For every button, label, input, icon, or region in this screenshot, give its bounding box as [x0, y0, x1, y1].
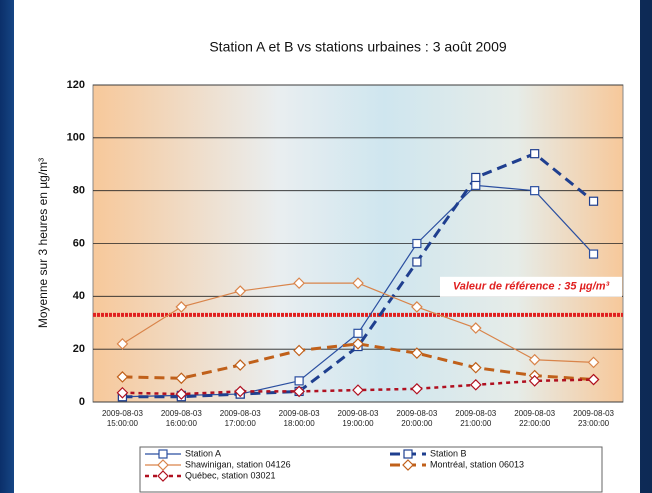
x-tick-label: 2009-08-03 16:00:00 [153, 409, 209, 429]
point [531, 187, 539, 195]
chart-title: Station A et B vs stations urbaines : 3 … [209, 39, 507, 55]
x-tick-label: 2009-08-03 15:00:00 [94, 409, 150, 429]
legend-label: Shawinigan, station 04126 [185, 459, 291, 469]
y-tick-label: 120 [67, 79, 85, 91]
point [531, 150, 539, 158]
point [472, 181, 480, 189]
point [413, 240, 421, 248]
point [159, 450, 167, 458]
legend-label: Station B [430, 448, 467, 458]
point [472, 173, 480, 181]
point [404, 450, 412, 458]
y-tick-label: 60 [73, 237, 85, 249]
x-tick-label: 2009-08-03 20:00:00 [389, 409, 445, 429]
point [295, 377, 303, 385]
legend-label: Québec, station 03021 [185, 470, 276, 480]
y-tick-label: 0 [79, 396, 85, 408]
legend-label: Station A [185, 448, 221, 458]
point [354, 329, 362, 337]
x-tick-label: 2009-08-03 22:00:00 [507, 409, 563, 429]
y-tick-label: 100 [67, 132, 85, 144]
y-tick-label: 40 [73, 290, 85, 302]
annotation: Valeur de référence : 35 µg/m³ [453, 281, 610, 293]
point [590, 250, 598, 258]
x-tick-label: 2009-08-03 19:00:00 [330, 409, 386, 429]
x-tick-label: 2009-08-03 21:00:00 [448, 409, 504, 429]
y-tick-label: 80 [73, 185, 85, 197]
y-axis-title: Moyenne sur 3 heures en µg/m³ [36, 158, 50, 328]
legend-label: Montréal, station 06013 [430, 459, 524, 469]
point [413, 258, 421, 266]
y-tick-label: 20 [73, 343, 85, 355]
x-tick-label: 2009-08-03 18:00:00 [271, 409, 327, 429]
point [590, 197, 598, 205]
x-tick-label: 2009-08-03 17:00:00 [212, 409, 268, 429]
x-tick-label: 2009-08-03 23:00:00 [566, 409, 622, 429]
